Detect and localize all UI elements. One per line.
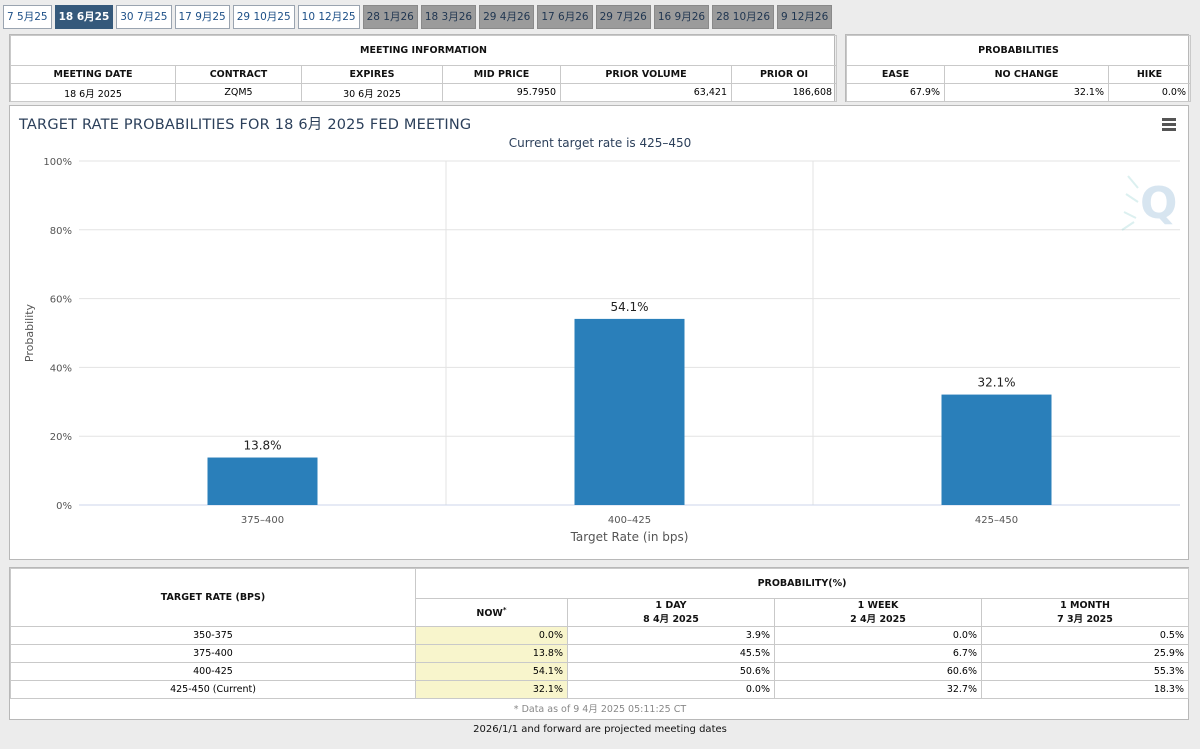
- ease-value: 67.9%: [846, 83, 945, 102]
- y-tick-label: 60%: [50, 295, 72, 306]
- rate-cell: 425-450 (Current): [10, 680, 416, 699]
- bar[interactable]: [207, 457, 318, 505]
- tab-meeting-7[interactable]: 28 1月26: [362, 5, 418, 29]
- meeting-date-header: MEETING DATE: [10, 65, 176, 84]
- probabilities-panel: PROBABILITIES EASE NO CHANGE HIKE 67.9% …: [845, 34, 1191, 102]
- y-tick-label: 0%: [56, 501, 72, 512]
- week-cell: 6.7%: [774, 644, 982, 663]
- mid-price-header: MID PRICE: [442, 65, 561, 84]
- y-tick-label: 100%: [43, 157, 72, 168]
- x-tick-label: 400–425: [608, 515, 651, 526]
- chart-title: TARGET RATE PROBABILITIES FOR 18 6月 2025…: [19, 117, 472, 133]
- mid-price-value: 95.7950: [442, 83, 561, 102]
- now-cell: 32.1%: [415, 680, 568, 699]
- week-cell: 60.6%: [774, 662, 982, 681]
- one-week-header: 1 WEEK 2 4月 2025: [774, 598, 982, 627]
- projected-dates-note: 2026/1/1 and forward are projected meeti…: [473, 724, 727, 735]
- table-row: 350-375 0.0% 3.9% 0.0% 0.5%: [10, 626, 1189, 645]
- now-cell: 0.0%: [415, 626, 568, 645]
- ease-header: EASE: [846, 65, 945, 84]
- x-tick-label: 375–400: [241, 515, 284, 526]
- y-axis-title: Probability: [23, 303, 36, 362]
- tab-meeting-10[interactable]: 17 6月26: [537, 5, 593, 29]
- contract-header: CONTRACT: [175, 65, 302, 84]
- tab-meeting-1[interactable]: 7 5月25: [3, 5, 52, 29]
- month-cell: 25.9%: [981, 644, 1189, 663]
- bar[interactable]: [941, 394, 1052, 505]
- x-axis-title: Target Rate (in bps): [570, 530, 689, 544]
- bar-data-label: 13.8%: [243, 439, 281, 453]
- x-tick-label: 425–450: [975, 515, 1018, 526]
- week-cell: 0.0%: [774, 626, 982, 645]
- tab-meeting-13[interactable]: 28 10月26: [712, 5, 775, 29]
- tab-meeting-8[interactable]: 18 3月26: [420, 5, 477, 29]
- bar[interactable]: [574, 318, 685, 505]
- one-month-header: 1 MONTH 7 3月 2025: [981, 598, 1189, 627]
- table-row: 375-400 13.8% 45.5% 6.7% 25.9%: [10, 644, 1189, 663]
- target-rate-header: TARGET RATE (BPS): [10, 568, 416, 627]
- svg-text:Q: Q: [1140, 178, 1177, 229]
- one-day-header: 1 DAY 8 4月 2025: [567, 598, 775, 627]
- prior-volume-header: PRIOR VOLUME: [560, 65, 732, 84]
- probability-chart: 0% 20% 40% 60% 80% 100% 13.8% 375–400 54.1% 400–4…: [23, 157, 1180, 544]
- month-cell: 55.3%: [981, 662, 1189, 681]
- rate-cell: 400-425: [10, 662, 416, 681]
- now-cell: 54.1%: [415, 662, 568, 681]
- table-row: 400-425 54.1% 50.6% 60.6% 55.3%: [10, 662, 1189, 681]
- day-cell: 45.5%: [567, 644, 775, 663]
- chart-menu-icon[interactable]: [1162, 118, 1176, 131]
- month-cell: 0.5%: [981, 626, 1189, 645]
- meeting-info-panel: MEETING INFORMATION MEETING DATE CONTRAC…: [9, 34, 838, 102]
- now-cell: 13.8%: [415, 644, 568, 663]
- probability-header: PROBABILITY(%): [415, 568, 1189, 599]
- y-tick-label: 80%: [50, 226, 72, 237]
- chart-panel: 0% 20% 40% 60% 80% 100% 13.8% 375–400 54.1% 400–4…: [9, 105, 1189, 560]
- tab-meeting-3[interactable]: 30 7月25: [116, 5, 172, 29]
- day-cell: 3.9%: [567, 626, 775, 645]
- bar-data-label: 32.1%: [977, 376, 1015, 390]
- expires-value: 30 6月 2025: [301, 83, 443, 102]
- no-change-value: 32.1%: [944, 83, 1109, 102]
- rate-cell: 375-400: [10, 644, 416, 663]
- probability-table-panel: TARGET RATE (BPS) PROBABILITY(%) NOW* 1 …: [9, 567, 1189, 720]
- now-header: NOW*: [415, 598, 568, 627]
- tab-meeting-11[interactable]: 29 7月26: [595, 5, 651, 29]
- y-tick-label: 40%: [50, 363, 72, 374]
- month-cell: 18.3%: [981, 680, 1189, 699]
- tab-meeting-12[interactable]: 16 9月26: [653, 5, 710, 29]
- tab-meeting-2[interactable]: 18 6月25: [54, 5, 114, 29]
- probabilities-title: PROBABILITIES: [846, 35, 1191, 66]
- data-timestamp-footnote: * Data as of 9 4月 2025 05:11:25 CT: [513, 704, 687, 715]
- tab-meeting-4[interactable]: 17 9月25: [174, 5, 230, 29]
- day-cell: 50.6%: [567, 662, 775, 681]
- tab-meeting-5[interactable]: 29 10月25: [232, 5, 295, 29]
- bar-data-label: 54.1%: [610, 300, 648, 314]
- y-tick-label: 20%: [50, 432, 72, 443]
- hike-header: HIKE: [1108, 65, 1191, 84]
- expires-header: EXPIRES: [301, 65, 443, 84]
- rate-cell: 350-375: [10, 626, 416, 645]
- meeting-info-title: MEETING INFORMATION: [9, 35, 838, 66]
- meeting-date-value: 18 6月 2025: [10, 83, 176, 102]
- day-cell: 0.0%: [567, 680, 775, 699]
- tab-meeting-9[interactable]: 29 4月26: [479, 5, 535, 29]
- tab-meeting-14[interactable]: 9 12月26: [777, 5, 833, 29]
- q-watermark-icon: Q: [1121, 175, 1177, 231]
- prior-oi-value: 186,608: [730, 83, 838, 102]
- chart-subtitle: Current target rate is 425–450: [508, 136, 692, 150]
- no-change-header: NO CHANGE: [944, 65, 1109, 84]
- table-row: 425-450 (Current) 32.1% 0.0% 32.7% 18.3%: [10, 680, 1189, 699]
- meeting-tabs: 7 5月25 18 6月25 30 7月25 17 9月25 29 10月25 …: [3, 5, 833, 29]
- week-cell: 32.7%: [774, 680, 982, 699]
- prior-volume-value: 63,421: [560, 83, 732, 102]
- tab-meeting-6[interactable]: 10 12月25: [297, 5, 360, 29]
- hike-value: 0.0%: [1108, 83, 1191, 102]
- contract-value: ZQM5: [175, 83, 302, 102]
- prior-oi-header: PRIOR OI: [730, 65, 838, 84]
